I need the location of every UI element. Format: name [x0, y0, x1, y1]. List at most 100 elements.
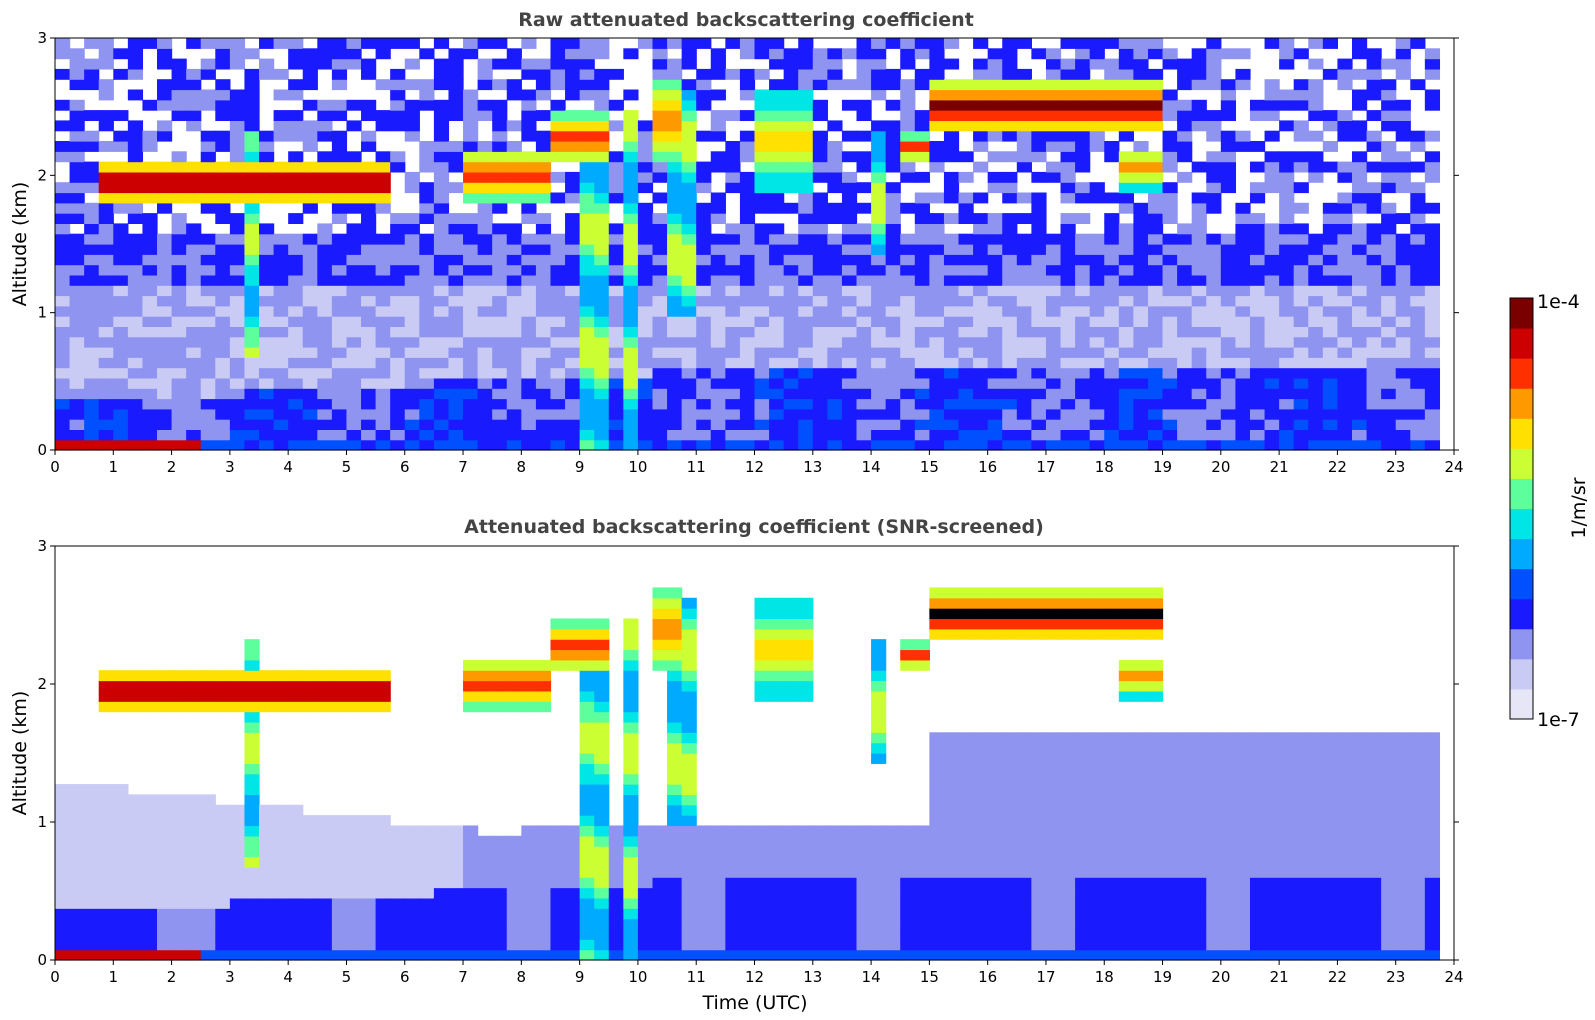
- heatmap-cell: [55, 233, 71, 245]
- heatmap-cell: [1060, 244, 1076, 255]
- heatmap-cell: [725, 835, 741, 847]
- heatmap-cell: [987, 357, 1003, 369]
- heatmap-cell: [725, 326, 741, 338]
- heatmap-cell: [1118, 794, 1134, 806]
- heatmap-cell: [550, 274, 566, 286]
- heatmap-cell: [594, 398, 610, 410]
- heatmap-cell: [1118, 347, 1134, 358]
- heatmap-cell: [579, 939, 595, 951]
- heatmap-cell: [1337, 336, 1353, 348]
- heatmap-cell: [987, 429, 1003, 441]
- heatmap-cell: [900, 141, 916, 152]
- heatmap-cell: [579, 670, 595, 682]
- heatmap-cell: [1147, 305, 1164, 317]
- heatmap-cell: [973, 336, 989, 348]
- heatmap-cell: [812, 419, 828, 430]
- heatmap-cell: [856, 347, 872, 358]
- heatmap-cell: [259, 815, 275, 827]
- heatmap-cell: [171, 815, 187, 827]
- heatmap-cell: [1118, 357, 1134, 369]
- heatmap-cell: [317, 367, 333, 379]
- heatmap-cell: [710, 295, 726, 307]
- heatmap-cell: [1075, 316, 1091, 327]
- heatmap-cell: [798, 377, 814, 389]
- heatmap-cell: [1235, 79, 1251, 91]
- heatmap-cell: [871, 419, 887, 430]
- heatmap-cell: [1045, 244, 1062, 255]
- heatmap-cell: [681, 628, 697, 640]
- heatmap-cell: [1191, 388, 1207, 400]
- heatmap-cell: [200, 815, 216, 827]
- heatmap-cell: [579, 223, 595, 235]
- heatmap-cell: [113, 254, 129, 266]
- heatmap-cell: [186, 680, 202, 692]
- heatmap-cell: [244, 295, 260, 307]
- heatmap-cell: [798, 285, 814, 297]
- heatmap-cell: [739, 877, 756, 889]
- heatmap-cell: [288, 89, 304, 101]
- heatmap-cell: [754, 887, 770, 899]
- heatmap-cell: [215, 130, 231, 142]
- heatmap-cell: [215, 825, 231, 837]
- heatmap-cell: [1162, 182, 1178, 194]
- heatmap-cell: [200, 285, 216, 297]
- heatmap-cell: [710, 285, 726, 297]
- heatmap-cell: [1060, 939, 1076, 951]
- heatmap-cell: [477, 305, 493, 317]
- heatmap-cell: [127, 316, 144, 327]
- heatmap-cell: [710, 316, 726, 327]
- heatmap-cell: [317, 99, 333, 111]
- heatmap-cell: [1060, 773, 1076, 785]
- heatmap-cell: [652, 58, 668, 70]
- heatmap-cell: [1235, 233, 1251, 245]
- heatmap-cell: [142, 295, 158, 307]
- heatmap-cell: [885, 38, 901, 49]
- heatmap-cell: [317, 377, 333, 389]
- heatmap-cell: [594, 161, 610, 173]
- heatmap-cell: [1147, 887, 1164, 899]
- heatmap-cell: [1279, 295, 1295, 307]
- heatmap-cell: [900, 408, 916, 420]
- heatmap-cell: [419, 835, 435, 847]
- heatmap-cell: [667, 439, 683, 451]
- heatmap-cell: [535, 439, 552, 451]
- heatmap-cell: [1147, 429, 1164, 441]
- heatmap-cell: [783, 264, 799, 276]
- heatmap-cell: [798, 68, 814, 80]
- heatmap-cell: [841, 388, 858, 400]
- heatmap-cell: [827, 233, 843, 245]
- heatmap-cell: [229, 690, 246, 702]
- heatmap-cell: [506, 835, 522, 847]
- heatmap-cell: [987, 939, 1003, 951]
- heatmap-cell: [433, 408, 450, 420]
- heatmap-cell: [681, 233, 697, 245]
- heatmap-cell: [142, 213, 158, 224]
- heatmap-cell: [1293, 388, 1309, 400]
- heatmap-cell: [623, 213, 639, 224]
- heatmap-cell: [667, 367, 683, 379]
- heatmap-cell: [1177, 58, 1193, 70]
- heatmap-cell: [186, 171, 202, 183]
- heatmap-cell: [84, 815, 100, 827]
- heatmap-cell: [1089, 784, 1105, 795]
- heatmap-cell: [215, 877, 231, 889]
- heatmap-cell: [302, 419, 318, 430]
- heatmap-cell: [127, 58, 144, 70]
- heatmap-cell: [288, 38, 304, 49]
- heatmap-cell: [623, 367, 639, 379]
- heatmap-cell: [594, 887, 610, 899]
- heatmap-cell: [1395, 171, 1411, 183]
- heatmap-cell: [943, 608, 960, 620]
- heatmap-cell: [1395, 161, 1411, 173]
- heatmap-cell: [346, 439, 362, 451]
- heatmap-cell: [565, 223, 581, 235]
- heatmap-cell: [1060, 38, 1076, 49]
- heatmap-cell: [477, 274, 493, 286]
- heatmap-cell: [754, 439, 770, 451]
- heatmap-cell: [171, 233, 187, 245]
- heatmap-cell: [302, 887, 318, 899]
- heatmap-cell: [652, 928, 668, 940]
- heatmap-cell: [958, 274, 974, 286]
- heatmap-cell: [652, 244, 668, 255]
- heatmap-cell: [871, 336, 887, 348]
